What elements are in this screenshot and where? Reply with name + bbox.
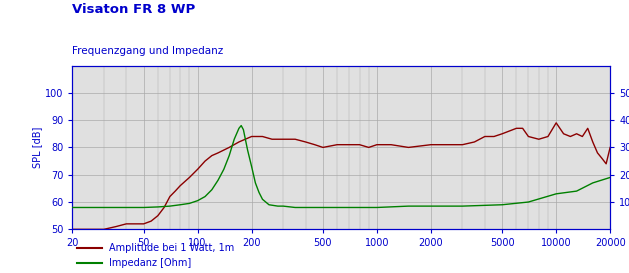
- Legend: Amplitude bei 1 Watt, 1m, Impedanz [Ohm]: Amplitude bei 1 Watt, 1m, Impedanz [Ohm]: [77, 243, 235, 268]
- Text: Visaton FR 8 WP: Visaton FR 8 WP: [72, 3, 196, 16]
- Text: Frequenzgang und Impedanz: Frequenzgang und Impedanz: [72, 46, 223, 57]
- Y-axis label: SPL [dB]: SPL [dB]: [32, 127, 42, 168]
